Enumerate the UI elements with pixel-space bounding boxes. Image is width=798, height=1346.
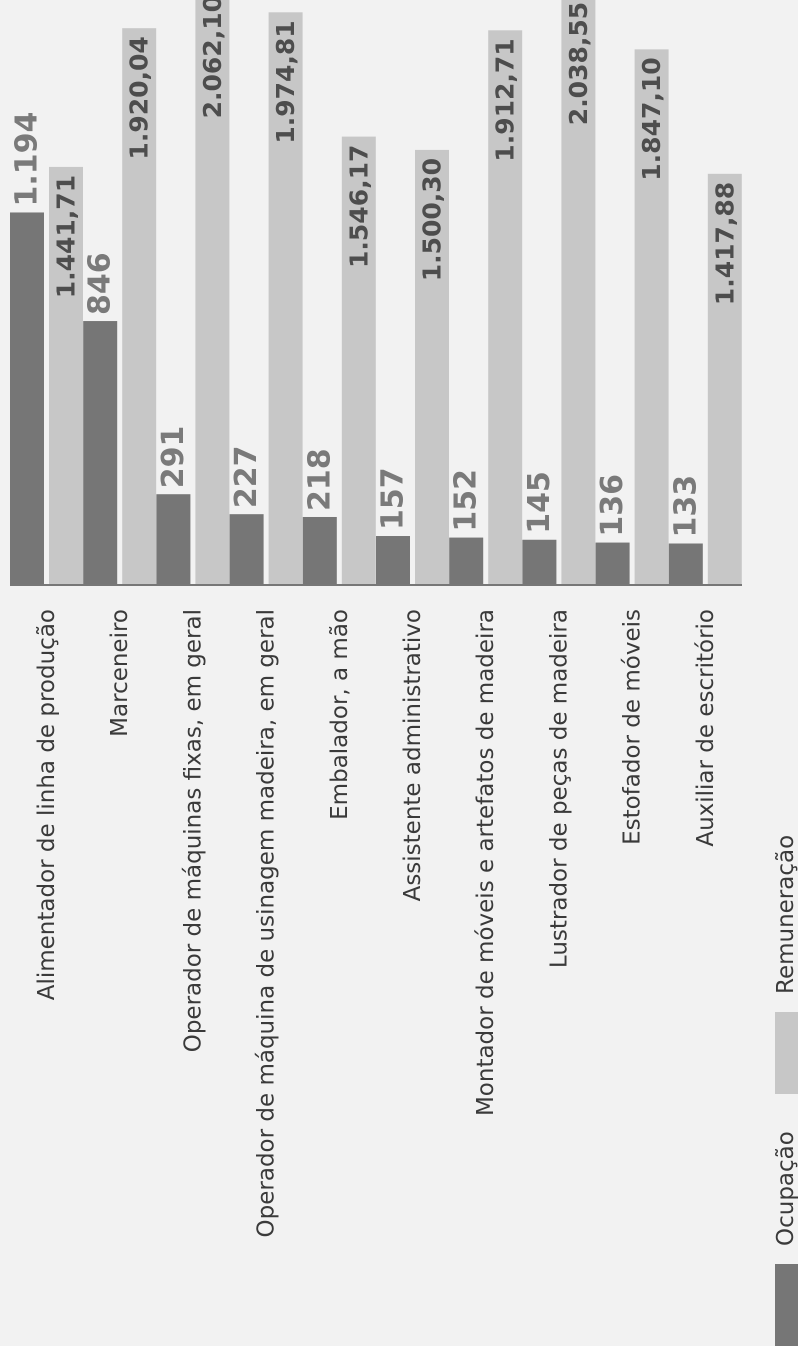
bar-remuneracao — [634, 49, 669, 585]
bar-remuneracao — [122, 28, 157, 585]
ocupacao-value-label: 133 — [668, 475, 703, 538]
remuneracao-value-label: 1.920,04 — [125, 36, 154, 159]
legend-swatch-remuneracao — [775, 1012, 798, 1094]
ocupacao-value-label: 157 — [376, 467, 411, 530]
ocupacao-value-label: 1.194 — [10, 112, 45, 207]
remuneracao-value-label: 2.062,10 — [198, 0, 227, 118]
category-label: Montador de móveis e artefatos de madeir… — [473, 609, 499, 1116]
bar-remuneracao — [488, 30, 523, 586]
remuneracao-value-label: 1.974,81 — [271, 20, 300, 143]
bar-remuneracao — [268, 12, 303, 585]
ocupacao-value-label: 145 — [522, 471, 557, 534]
ocupacao-value-label: 218 — [302, 448, 337, 511]
legend-label-ocupacao: Ocupação — [773, 1131, 798, 1246]
remuneracao-value-label: 2.038,55 — [564, 2, 593, 125]
bars-layer — [10, 0, 742, 586]
bar-remuneracao — [561, 0, 596, 586]
remuneracao-value-label: 1.546,17 — [344, 145, 373, 268]
category-label: Marceneiro — [107, 609, 133, 737]
bar-remuneracao — [341, 136, 376, 585]
category-label: Auxiliar de escritório — [693, 609, 719, 847]
category-label: Lustrador de peças de madeira — [546, 609, 572, 968]
remuneracao-value-label: 1.441,71 — [52, 175, 81, 298]
legend-label-remuneracao: Remuneração — [773, 835, 798, 994]
remuneracao-value-label: 1.912,71 — [491, 38, 520, 161]
remuneracao-value-label: 1.500,30 — [418, 158, 447, 281]
remuneracao-value-label: 1.417,88 — [710, 182, 739, 305]
bar-ocupacao — [156, 494, 191, 585]
bar-remuneracao — [195, 0, 230, 585]
bar-ocupacao — [668, 543, 703, 585]
legend: Ocupação Remuneração — [773, 835, 798, 1346]
bar-ocupacao — [229, 514, 264, 585]
bar-ocupacao — [522, 539, 557, 585]
bar-remuneracao — [49, 166, 83, 585]
category-label: Embalador, a mão — [327, 609, 353, 820]
category-labels: Alimentador de linha de produção Marcenei… — [34, 609, 719, 1237]
bar-ocupacao — [449, 537, 484, 585]
bar-ocupacao — [83, 321, 118, 585]
ocupacao-value-label: 291 — [156, 426, 191, 489]
bar-ocupacao — [302, 516, 337, 585]
category-label: Operador de máquinas fixas, em geral — [180, 609, 206, 1052]
bar-ocupacao — [595, 542, 630, 585]
bar-ocupacao — [10, 212, 44, 586]
category-label: Alimentador de linha de produção — [34, 609, 60, 1000]
category-label: Assistente administrativo — [400, 609, 426, 901]
bar-remuneracao — [415, 149, 449, 585]
ocupacao-value-label: 227 — [229, 446, 264, 509]
ocupacao-value-label: 136 — [595, 474, 630, 537]
category-label: Estofador de móveis — [620, 609, 646, 845]
remuneracao-value-label: 1.847,10 — [637, 57, 666, 180]
ocupacao-value-label: 846 — [83, 252, 118, 315]
bar-ocupacao — [376, 536, 410, 585]
legend-swatch-ocupacao — [775, 1264, 798, 1346]
category-label: Operador de máquina de usinagem madeira,… — [254, 609, 280, 1237]
ocupacao-value-label: 152 — [449, 469, 484, 532]
bar-remuneracao — [707, 173, 742, 585]
